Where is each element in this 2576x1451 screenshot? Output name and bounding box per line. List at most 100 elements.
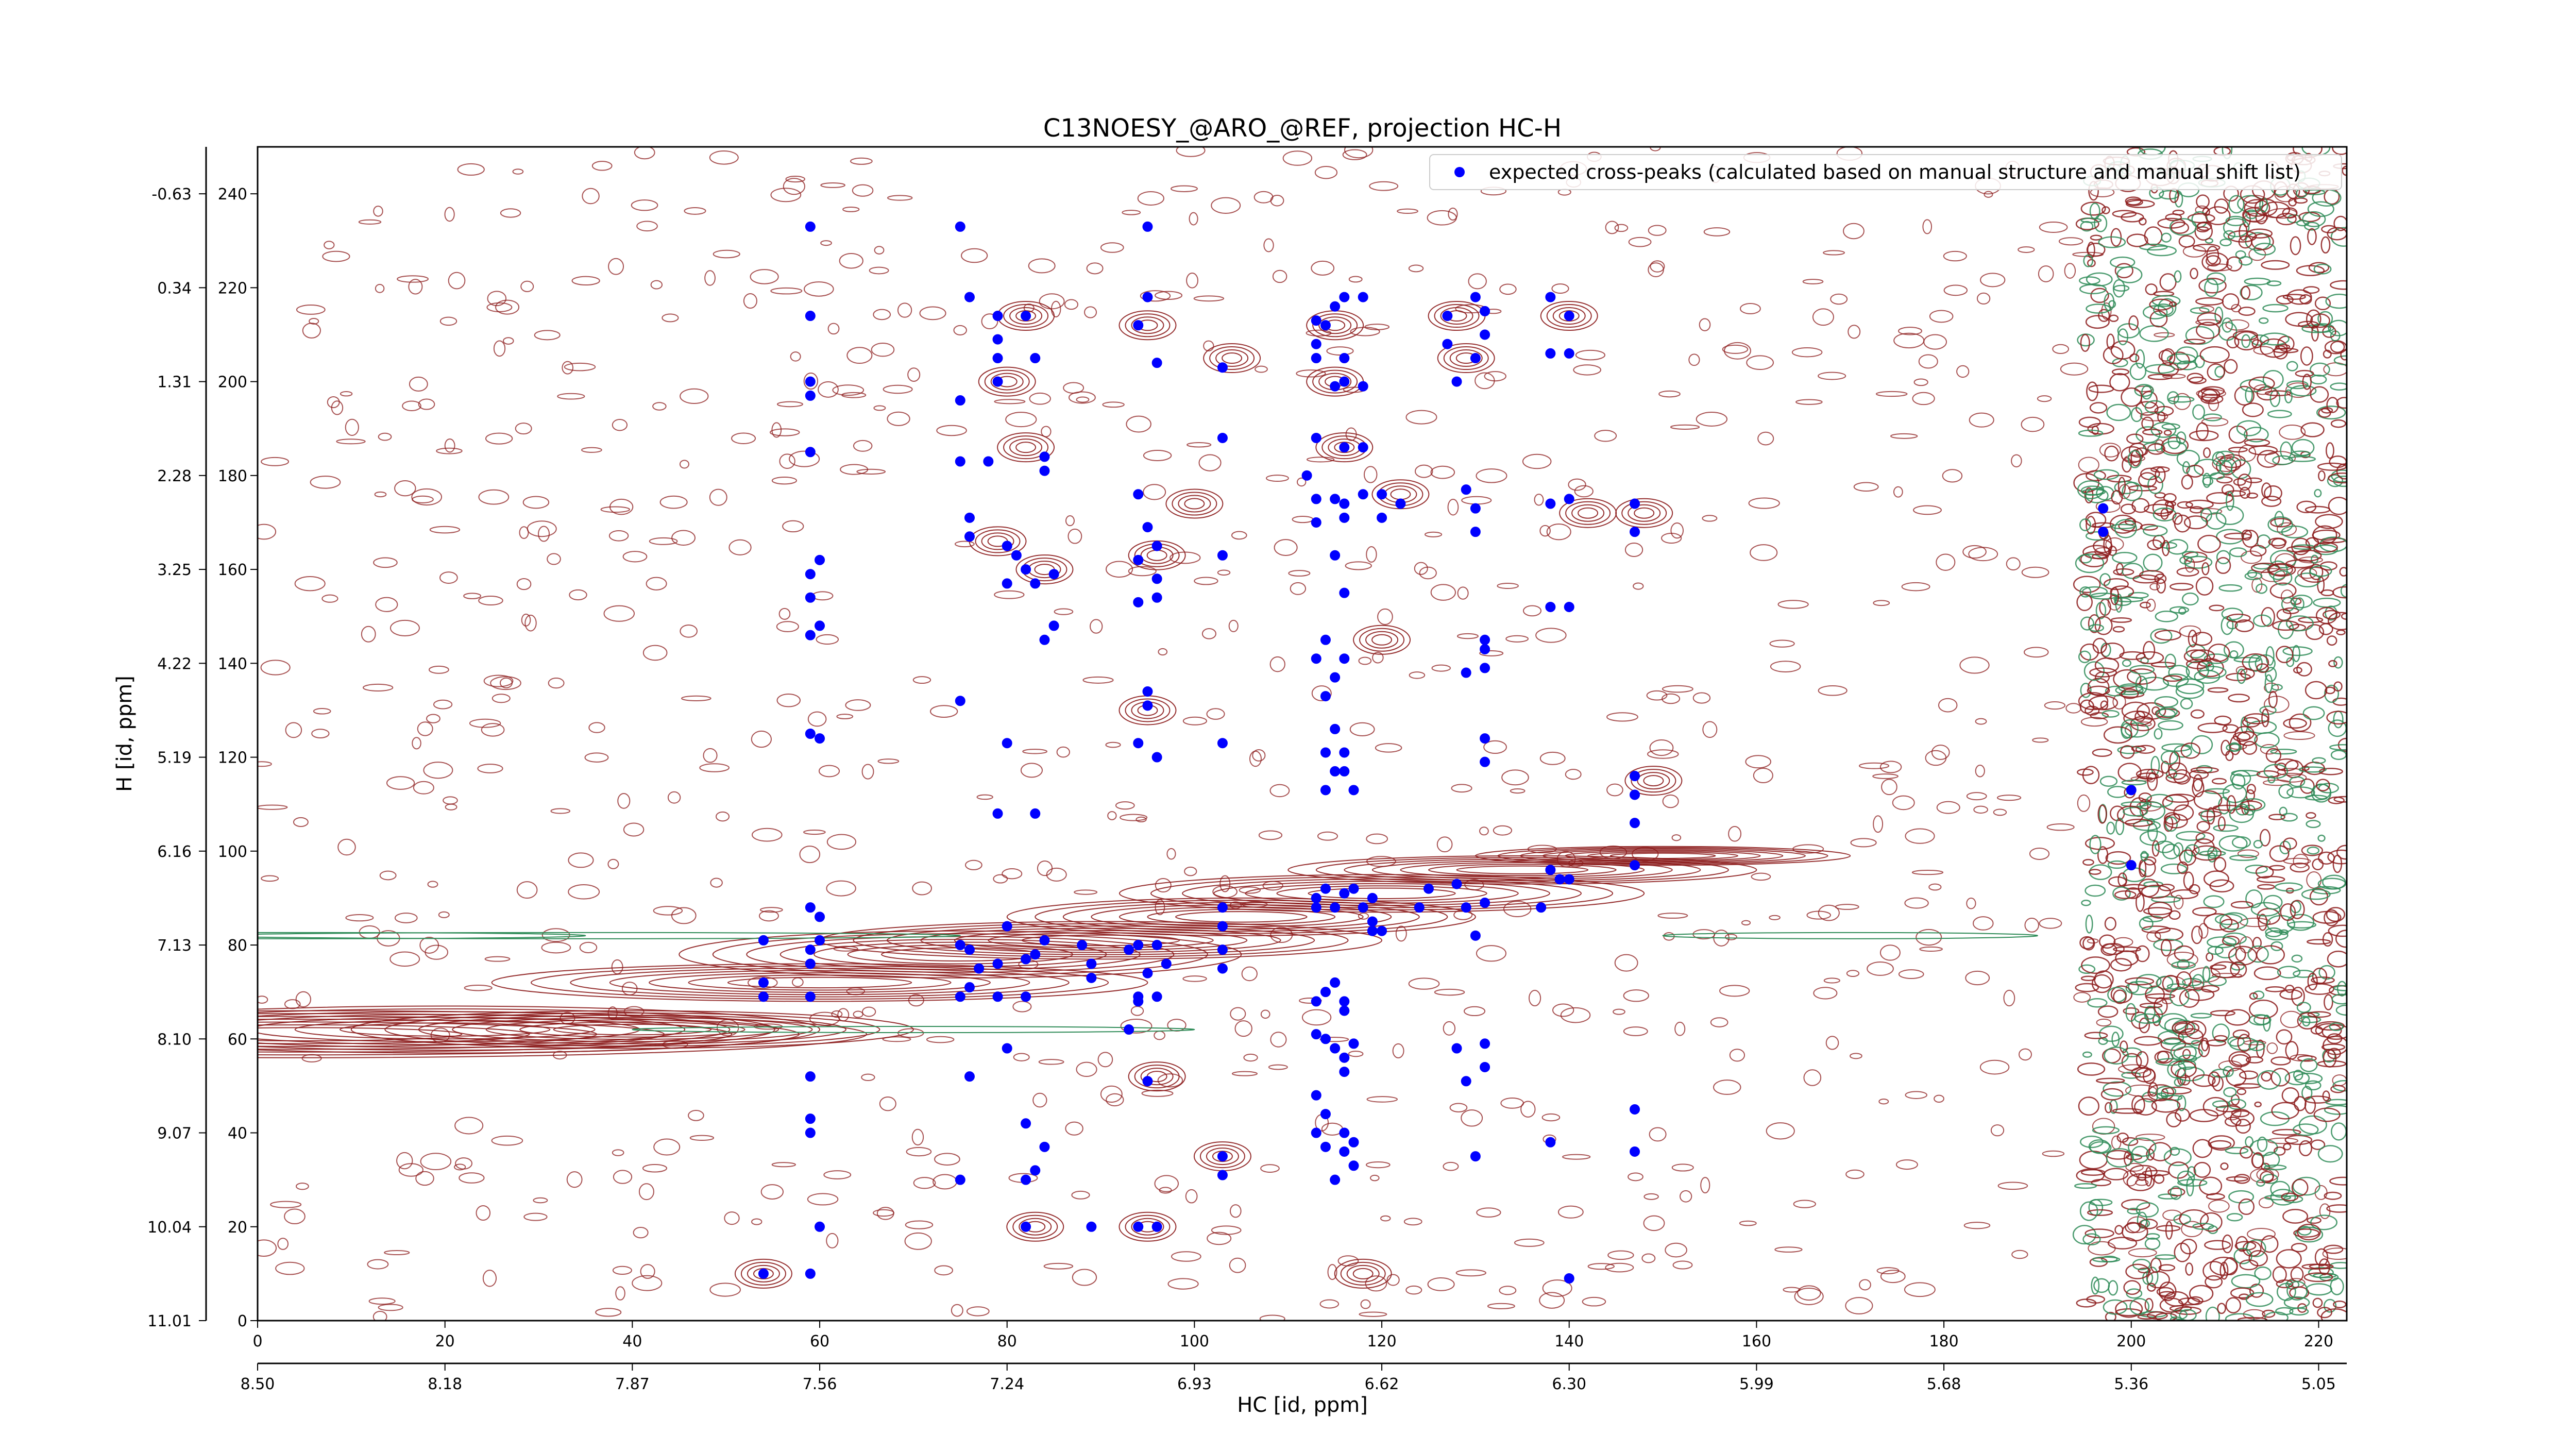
noise-contour	[1791, 347, 1823, 358]
band-contour	[2112, 946, 2142, 952]
band-contour	[2207, 946, 2224, 955]
band-contour	[2276, 762, 2286, 771]
band-contour	[2296, 1002, 2311, 1013]
band-contour	[2079, 586, 2092, 598]
noise-contour	[503, 337, 514, 345]
noise-contour	[1692, 692, 1711, 704]
cross-peak-marker	[1311, 353, 1321, 364]
band-contour	[2170, 583, 2194, 591]
diagonal-contour	[1175, 911, 1308, 923]
band-contour	[2301, 845, 2324, 856]
noise-contour	[426, 714, 440, 723]
noise-contour	[277, 1238, 289, 1250]
noise-contour	[1326, 346, 1354, 356]
band-contour	[2181, 592, 2199, 606]
noise-contour	[617, 792, 631, 809]
band-contour	[2307, 972, 2318, 991]
band-contour	[2203, 447, 2211, 459]
noise-contour	[1268, 1064, 1288, 1070]
band-contour	[2127, 1207, 2141, 1214]
band-contour	[2321, 225, 2337, 233]
noise-contour	[632, 1275, 663, 1291]
y-tick-ppm-label: 7.13	[157, 937, 192, 955]
noise-contour	[1395, 925, 1407, 942]
cross-peak-marker	[1151, 991, 1162, 1002]
x-tick-index-label: 80	[997, 1332, 1017, 1351]
band-contour	[2181, 475, 2193, 490]
diagonal-contour	[1245, 883, 1519, 904]
cross-peak-marker	[955, 696, 965, 706]
band-contour	[2074, 1183, 2097, 1189]
noise-contour	[260, 660, 291, 676]
noise-contour	[1919, 946, 1943, 952]
noise-contour	[1830, 293, 1848, 305]
peak-contour	[1118, 310, 1177, 341]
band-contour	[2105, 1311, 2116, 1321]
band-contour	[2079, 699, 2095, 714]
band-contour	[2145, 283, 2158, 295]
noise-contour	[760, 1184, 784, 1200]
band-contour	[2090, 288, 2109, 303]
noise-contour	[367, 1259, 389, 1270]
band-contour	[2286, 289, 2312, 305]
band-contour	[2231, 1054, 2250, 1066]
band-contour	[2145, 364, 2175, 374]
band-contour	[2089, 203, 2100, 220]
band-contour	[2114, 263, 2133, 279]
noise-contour	[309, 317, 319, 325]
noise-contour	[1301, 1009, 1332, 1026]
cross-peak-marker	[1339, 653, 1350, 664]
noise-contour	[564, 362, 596, 372]
noise-contour	[1228, 619, 1239, 632]
noise-contour	[1028, 258, 1056, 274]
band-contour	[2128, 315, 2139, 331]
noise-contour	[1299, 997, 1322, 1004]
band-contour	[2304, 795, 2328, 801]
noise-contour	[378, 1304, 403, 1311]
band-contour	[2280, 903, 2296, 921]
noise-contour	[1739, 302, 1761, 314]
noise-contour	[2046, 823, 2075, 831]
cross-peak-marker	[1320, 883, 1331, 894]
band-contour	[2140, 601, 2151, 609]
noise-contour	[1702, 721, 1718, 738]
band-contour	[2089, 835, 2102, 854]
cross-peak-marker	[1377, 925, 1387, 936]
band-contour	[2241, 334, 2251, 348]
band-contour	[2290, 595, 2313, 609]
band-contour	[2264, 390, 2292, 396]
noise-contour	[1071, 1190, 1090, 1200]
noise-contour	[699, 763, 730, 772]
band-contour	[2134, 1098, 2157, 1116]
band-contour	[2310, 362, 2330, 377]
cross-peak-marker	[1161, 958, 1172, 969]
band-contour	[2138, 472, 2157, 488]
band-contour	[2280, 813, 2298, 822]
noise-contour	[2280, 1010, 2303, 1028]
band-contour	[2188, 629, 2198, 648]
cross-peak-marker	[1630, 789, 1640, 800]
noise-contour	[1965, 970, 1990, 986]
noise-contour	[520, 280, 534, 292]
band-contour	[2275, 1307, 2294, 1315]
band-contour	[2212, 1100, 2231, 1108]
band-contour	[2307, 201, 2334, 217]
band-contour	[2296, 662, 2312, 677]
band-contour	[2087, 678, 2110, 696]
band-contour	[2313, 1107, 2341, 1122]
peak-contour	[1434, 304, 1480, 328]
noise-contour	[1614, 224, 1629, 232]
noise-contour	[731, 432, 756, 444]
diagonal-contour	[452, 1017, 813, 1042]
band-contour	[2336, 629, 2346, 635]
band-contour	[2324, 684, 2340, 703]
cross-peak-marker	[1339, 888, 1350, 899]
band-contour	[2163, 430, 2172, 436]
y-tick-ppm-label: 3.25	[157, 561, 192, 579]
diagonal-contour	[1062, 902, 1420, 932]
band-contour	[2192, 404, 2205, 420]
band-contour	[2147, 901, 2173, 919]
noise-contour	[483, 674, 514, 687]
noise-contour	[1724, 934, 1737, 940]
